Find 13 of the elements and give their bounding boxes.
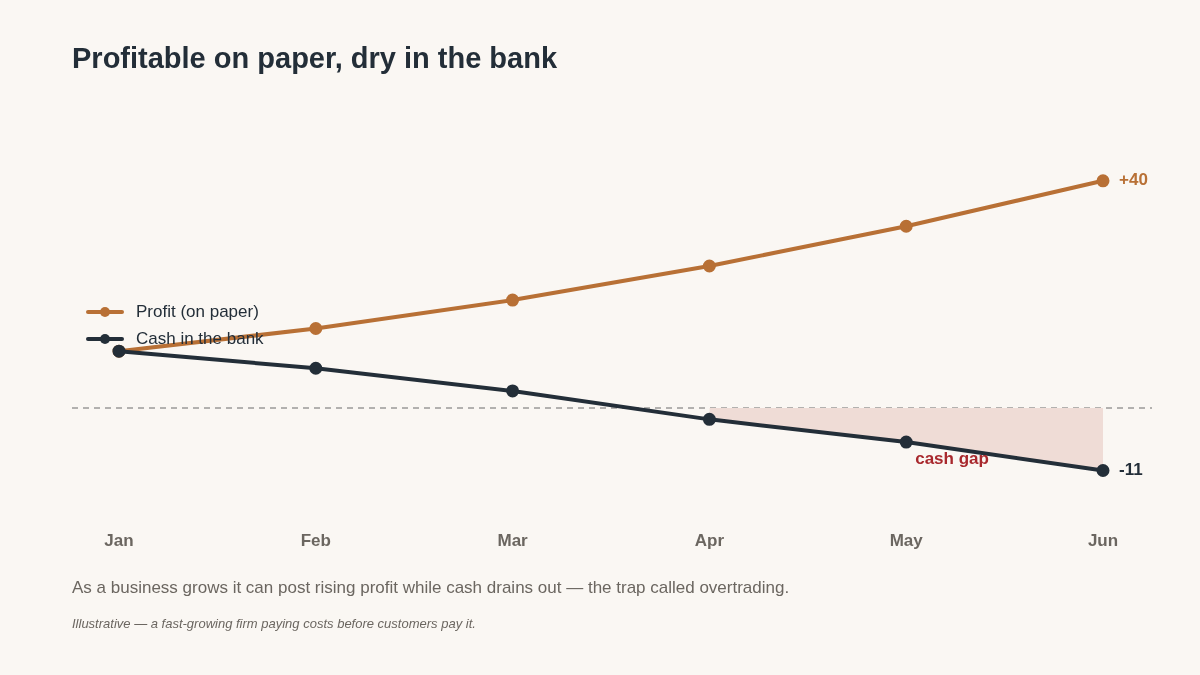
chart-title: Profitable on paper, dry in the bank [72, 42, 558, 75]
text: Illustrative — a fast-growing firm paying costs before customers pay it. [72, 616, 477, 631]
x-tick-label: Mar [497, 531, 529, 551]
x-tick-label: Apr [694, 531, 725, 551]
text: As a business grows it can post rising profit while cash drains out — the trap called overtrading. [72, 578, 790, 598]
annotation: cash gap [915, 449, 989, 469]
legend-label: Profit (on paper) [136, 301, 259, 322]
x-tick-label: May [889, 531, 924, 551]
data-label: -11 [1119, 460, 1143, 480]
x-tick-label: Feb [300, 531, 331, 551]
data-label: +40 [1119, 170, 1148, 190]
x-tick-label: Jan [104, 531, 134, 551]
x-tick-label: Jun [1087, 531, 1119, 551]
